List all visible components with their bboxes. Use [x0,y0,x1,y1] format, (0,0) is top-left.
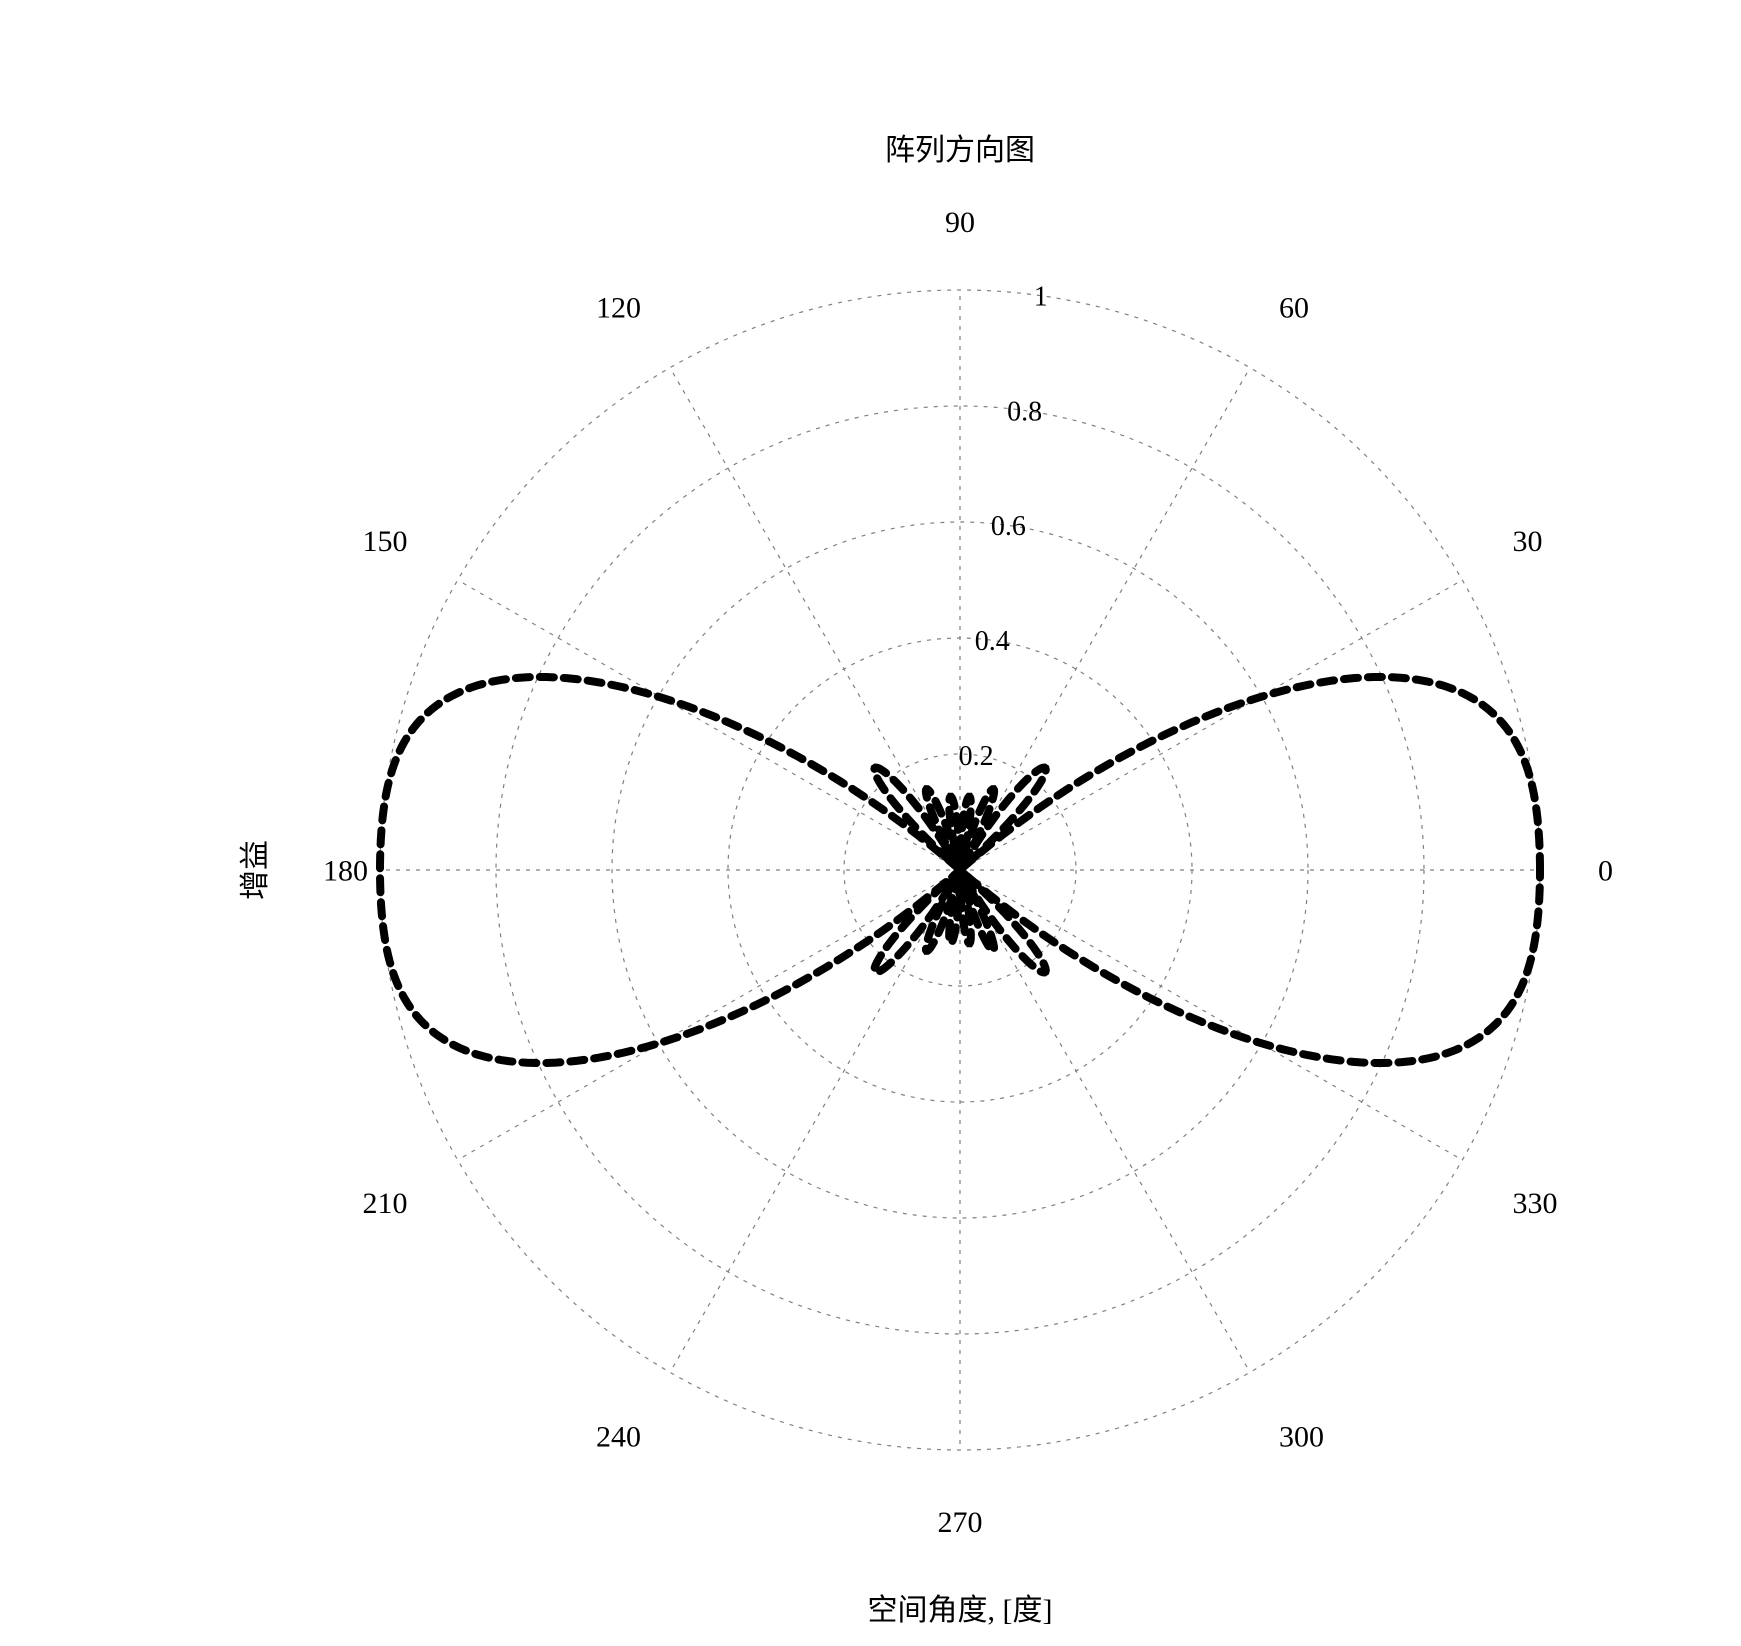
angle-tick-label: 150 [362,525,407,558]
angle-tick-label: 120 [596,291,641,324]
angle-tick-label: 60 [1279,291,1309,324]
grid-spoke [670,870,960,1372]
grid-spoke [960,870,1462,1160]
angle-tick-label: 330 [1513,1187,1558,1220]
y-axis-label: 增益 [239,840,272,900]
angle-tick-label: 270 [938,1506,983,1539]
angle-tick-label: 90 [945,206,975,239]
r-tick-label: 0.6 [991,511,1026,542]
polar-chart: 0 30 60 90 120 150 180 210 240 270 300 330 0.2 0.4 0.6… [0,0,1741,1641]
angle-tick-label: 0 [1598,855,1613,888]
r-tick-label: 0.8 [1007,396,1042,427]
r-tick-label: 0.4 [975,626,1010,657]
chart-title: 阵列方向图 [885,134,1035,167]
grid-spoke [670,368,960,870]
grid-spoke [960,870,1250,1372]
grid-spoke [458,870,960,1160]
angle-tick-label: 210 [362,1187,407,1220]
r-tick-label: 1 [1034,281,1048,312]
grid-spoke [960,580,1462,870]
angle-tick-label: 30 [1513,525,1543,558]
polar-svg: 0 30 60 90 120 150 180 210 240 270 300 330 0.2 0.4 0.6… [0,0,1741,1641]
r-tick-label: 0.2 [959,741,994,772]
x-axis-label: 空间角度, [度] [868,1594,1053,1627]
angle-tick-label: 240 [596,1421,641,1454]
pattern-series [380,677,1540,1063]
grid-spoke [960,368,1250,870]
angle-tick-label: 300 [1279,1421,1324,1454]
angle-tick-label: 180 [323,855,368,888]
grid-spoke [458,580,960,870]
